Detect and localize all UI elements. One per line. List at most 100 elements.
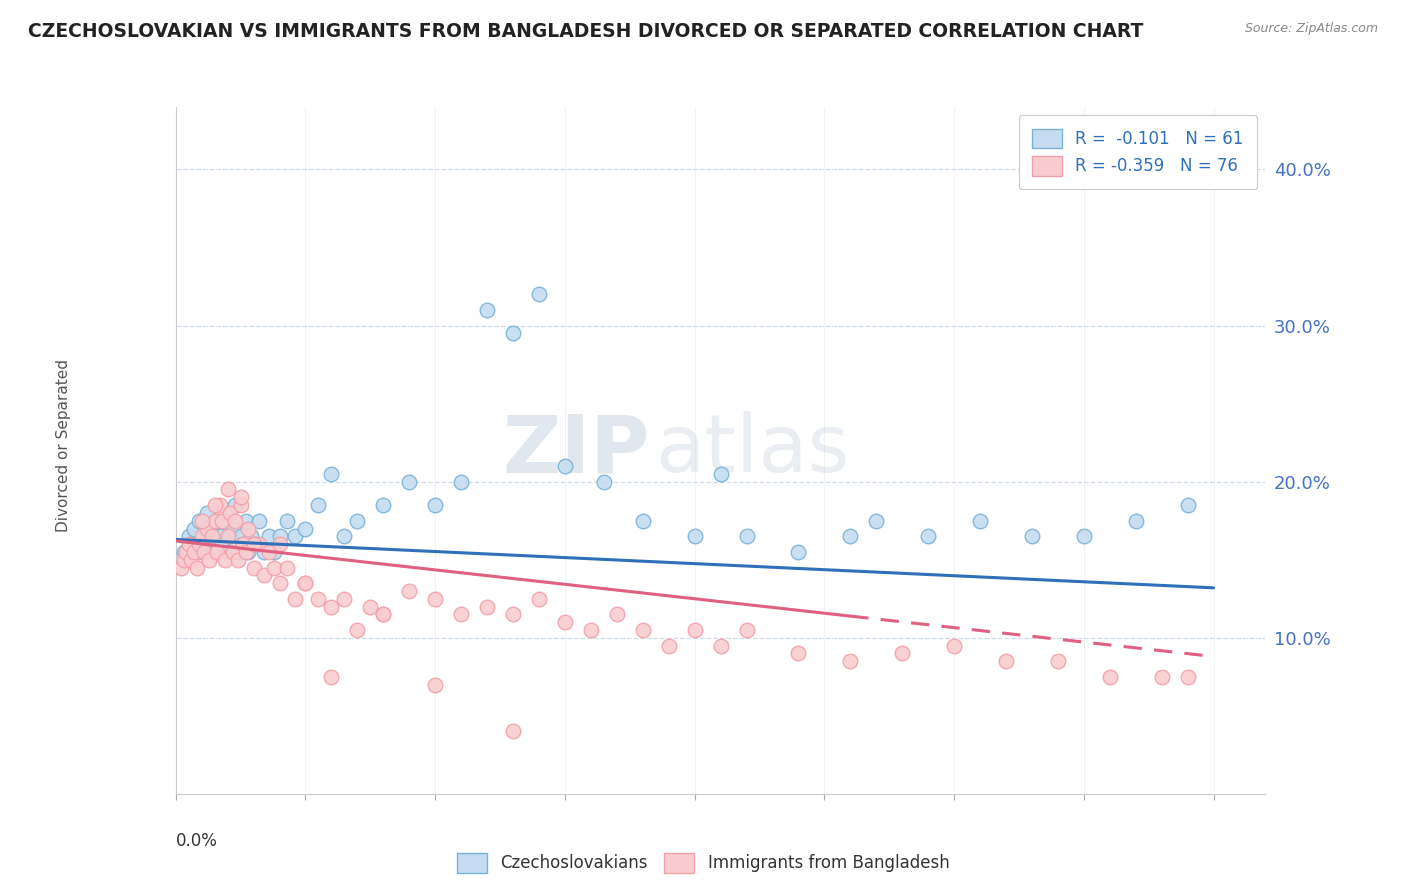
Point xyxy=(222,521,245,535)
Point xyxy=(186,560,208,574)
Point xyxy=(195,521,218,535)
Point xyxy=(269,576,291,591)
Point xyxy=(333,591,356,606)
Point xyxy=(247,514,270,528)
Point xyxy=(294,576,316,591)
Point xyxy=(188,537,211,551)
Point xyxy=(683,529,706,543)
Point xyxy=(269,537,291,551)
Point xyxy=(839,654,862,668)
Point xyxy=(180,552,202,567)
Point xyxy=(321,599,343,614)
Point xyxy=(238,521,260,535)
Legend: Czechoslovakians, Immigrants from Bangladesh: Czechoslovakians, Immigrants from Bangla… xyxy=(450,847,956,880)
Point xyxy=(226,552,249,567)
Point xyxy=(253,568,276,582)
Point xyxy=(214,552,236,567)
Point xyxy=(502,607,524,622)
Point xyxy=(174,545,197,559)
Point xyxy=(177,537,200,551)
Legend: R =  -0.101   N = 61, R = -0.359   N = 76: R = -0.101 N = 61, R = -0.359 N = 76 xyxy=(1019,115,1257,189)
Point xyxy=(865,514,887,528)
Point xyxy=(994,654,1017,668)
Point xyxy=(190,545,212,559)
Point xyxy=(224,514,246,528)
Point xyxy=(186,537,208,551)
Point xyxy=(787,646,810,660)
Point xyxy=(554,615,576,630)
Point xyxy=(235,514,257,528)
Point xyxy=(1125,514,1147,528)
Point xyxy=(502,724,524,739)
Point xyxy=(222,545,245,559)
Point xyxy=(211,514,233,528)
Point xyxy=(1021,529,1043,543)
Point xyxy=(269,529,291,543)
Text: atlas: atlas xyxy=(655,411,849,490)
Point xyxy=(346,514,368,528)
Point xyxy=(219,506,242,520)
Point xyxy=(263,545,285,559)
Point xyxy=(232,537,254,551)
Point xyxy=(425,591,447,606)
Text: ZIP: ZIP xyxy=(502,411,650,490)
Point xyxy=(1098,670,1121,684)
Point xyxy=(631,623,654,637)
Point xyxy=(183,521,205,535)
Text: Source: ZipAtlas.com: Source: ZipAtlas.com xyxy=(1244,22,1378,36)
Point xyxy=(195,506,218,520)
Point xyxy=(207,545,229,559)
Point xyxy=(219,529,242,543)
Point xyxy=(450,475,472,489)
Point xyxy=(242,560,264,574)
Point xyxy=(204,514,226,528)
Point xyxy=(1150,670,1173,684)
Point xyxy=(232,537,254,551)
Point xyxy=(891,646,914,660)
Point xyxy=(321,670,343,684)
Point xyxy=(373,607,395,622)
Point xyxy=(193,545,215,559)
Point xyxy=(917,529,939,543)
Point xyxy=(527,287,550,301)
Point xyxy=(247,537,270,551)
Point xyxy=(425,498,447,512)
Point xyxy=(1177,498,1199,512)
Text: 0.0%: 0.0% xyxy=(176,831,218,850)
Point xyxy=(592,475,614,489)
Point xyxy=(398,583,420,598)
Point xyxy=(1073,529,1095,543)
Point xyxy=(579,623,602,637)
Point xyxy=(554,458,576,473)
Point xyxy=(180,537,202,551)
Point xyxy=(240,529,263,543)
Point xyxy=(475,302,498,317)
Point xyxy=(229,529,252,543)
Point xyxy=(373,607,395,622)
Point xyxy=(359,599,381,614)
Point xyxy=(787,545,810,559)
Point xyxy=(177,529,200,543)
Point xyxy=(398,475,420,489)
Point xyxy=(735,623,758,637)
Point xyxy=(294,576,316,591)
Point xyxy=(1177,670,1199,684)
Text: CZECHOSLOVAKIAN VS IMMIGRANTS FROM BANGLADESH DIVORCED OR SEPARATED CORRELATION : CZECHOSLOVAKIAN VS IMMIGRANTS FROM BANGL… xyxy=(28,22,1143,41)
Point xyxy=(201,521,224,535)
Point xyxy=(450,607,472,622)
Point xyxy=(1046,654,1069,668)
Point xyxy=(709,467,731,481)
Point xyxy=(170,560,193,574)
Point xyxy=(276,514,298,528)
Point xyxy=(284,591,307,606)
Point xyxy=(527,591,550,606)
Point xyxy=(321,467,343,481)
Point xyxy=(683,623,706,637)
Point xyxy=(253,545,276,559)
Point xyxy=(257,529,280,543)
Point xyxy=(943,639,966,653)
Point xyxy=(631,514,654,528)
Point xyxy=(229,498,252,512)
Point xyxy=(217,483,239,497)
Point xyxy=(235,545,257,559)
